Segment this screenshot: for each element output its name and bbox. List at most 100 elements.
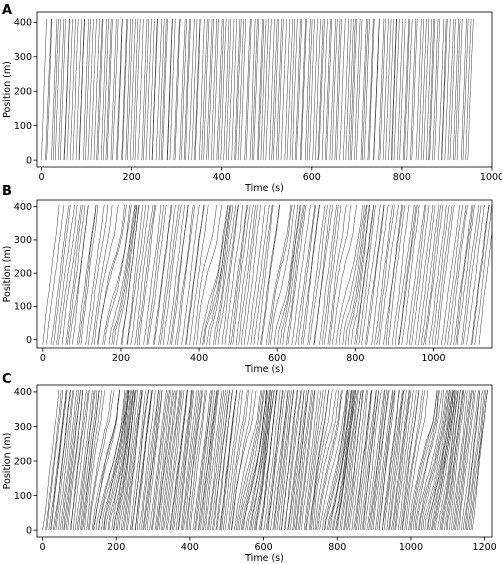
trajectory-line [169, 390, 188, 531]
trajectory-line [292, 390, 309, 531]
trajectory-line [406, 204, 426, 345]
trajectory-line [188, 390, 206, 531]
trajectory-line [361, 204, 381, 345]
trajectory-line [202, 204, 229, 345]
trajectory-line [209, 204, 232, 345]
trajectory-line [207, 390, 225, 531]
trajectory-line [85, 18, 91, 161]
trajectory-line [423, 18, 430, 161]
trajectory-line [146, 204, 164, 345]
trajectory-line [249, 390, 271, 531]
trajectory-line [418, 18, 424, 161]
trajectory-line [53, 204, 71, 345]
trajectory-line [347, 204, 370, 345]
trajectory-line [116, 204, 138, 345]
trajectory-line [95, 390, 127, 531]
trajectory-line [90, 18, 97, 161]
trajectory-line [194, 18, 201, 161]
trajectory-line [244, 18, 251, 161]
trajectory-line [206, 18, 213, 161]
trajectory-line [381, 390, 400, 531]
trajectory-line [427, 390, 453, 531]
trajectory-line [305, 390, 324, 531]
trajectory-line [169, 18, 176, 161]
trajectory-line [405, 390, 429, 531]
trajectory-line [454, 390, 472, 531]
trajectory-line [367, 18, 374, 161]
panel-letter: B [2, 184, 12, 199]
trajectory-line [299, 390, 316, 531]
trajectory-line [469, 390, 486, 531]
trajectory-line [71, 204, 89, 345]
trajectory-line [113, 390, 134, 531]
trajectory-line [276, 18, 282, 161]
trajectory-line [69, 390, 87, 531]
trajectory-line [294, 18, 301, 161]
trajectory-line [301, 390, 319, 531]
trajectory-line [364, 390, 382, 531]
trajectory-line [158, 18, 165, 161]
x-tick-label: 0 [40, 353, 46, 364]
trajectory-line [241, 204, 258, 345]
trajectory-line [397, 18, 404, 161]
y-tick-label: 200 [14, 87, 32, 98]
y-tick-label: 400 [14, 18, 32, 29]
trajectory-line [349, 390, 367, 531]
trajectory-line [454, 18, 461, 161]
trajectory-line [410, 390, 439, 531]
trajectory-line [411, 18, 418, 161]
trajectory-line [323, 204, 342, 345]
trajectory-line [450, 390, 468, 531]
trajectory-line [366, 204, 385, 345]
trajectory-line [444, 204, 463, 345]
trajectory-line [185, 18, 191, 161]
trajectory-line [223, 18, 230, 161]
trajectory-line [203, 18, 210, 161]
panel-a: A 0 200 400 600 800 1000 0 100 200 300 400 Time (s) P… [2, 3, 502, 194]
trajectory-line [276, 390, 294, 531]
trajectory-lines [41, 18, 474, 161]
trajectory-line [447, 204, 467, 345]
trajectory-line [261, 390, 278, 531]
trajectory-line [284, 18, 291, 161]
trajectory-line [76, 204, 97, 345]
trajectory-line [130, 18, 136, 161]
trajectory-line [116, 18, 123, 161]
trajectory-line [185, 204, 205, 345]
trajectory-line [251, 18, 258, 161]
trajectory-line [134, 204, 154, 345]
trajectory-line [42, 204, 60, 345]
trajectory-line [217, 204, 239, 345]
trajectory-line [312, 390, 337, 531]
trajectory-line [391, 18, 398, 161]
trajectory-line [390, 18, 397, 161]
trajectory-line [107, 390, 132, 531]
trajectory-line [474, 204, 492, 345]
trajectory-line [237, 18, 245, 161]
trajectory-line [88, 204, 108, 345]
trajectory-line [216, 390, 233, 531]
trajectory-line [397, 204, 417, 345]
trajectory-line [447, 390, 464, 531]
trajectory-line [265, 18, 272, 161]
trajectory-line [88, 390, 112, 531]
trajectory-line [234, 390, 261, 531]
trajectory-line [45, 390, 62, 531]
trajectory-line [238, 204, 257, 345]
trajectory-line [371, 204, 389, 345]
trajectory-line [363, 18, 370, 161]
trajectory-line [415, 204, 434, 345]
trajectory-lines [42, 204, 492, 345]
trajectory-line [404, 390, 426, 531]
trajectory-line [277, 18, 284, 161]
trajectory-line [374, 204, 393, 345]
trajectory-line [287, 390, 305, 531]
trajectory-line [122, 18, 128, 161]
trajectory-line [354, 390, 372, 531]
trajectory-line [78, 390, 96, 531]
trajectory-line [462, 18, 469, 161]
trajectory-line [85, 204, 105, 345]
trajectory-line [151, 390, 170, 531]
trajectory-line [170, 390, 188, 531]
trajectory-line [103, 18, 109, 161]
